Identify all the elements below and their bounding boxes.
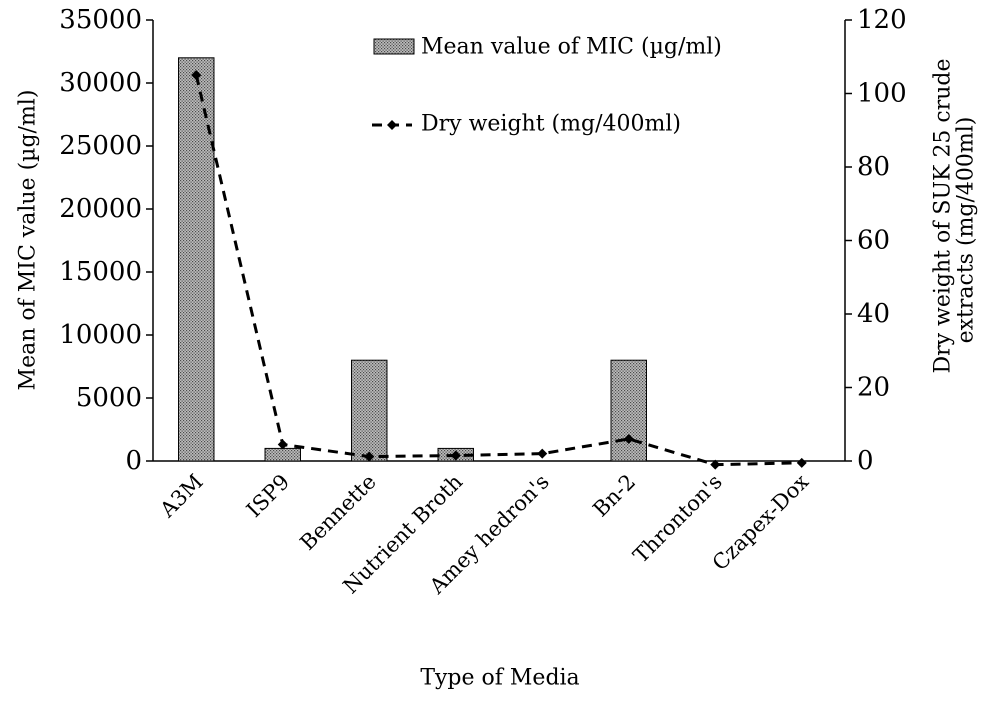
right-axis-title-line2: extracts (mg/400ml): [954, 117, 979, 344]
dry-weight-point-2: [364, 451, 375, 462]
left-tick-label: 20000: [59, 194, 142, 224]
legend-bar-swatch: [373, 38, 415, 55]
right-y-ticks: 0 20 40 60 80 100 120: [845, 5, 907, 476]
left-tick-label: 25000: [59, 131, 142, 161]
dry-weight-point-1: [277, 439, 288, 450]
left-tick-label: 10000: [59, 320, 142, 350]
right-axis-title-line1: Dry weight of SUK 25 crude: [931, 58, 956, 373]
dry-weight-series: [191, 70, 807, 470]
left-tick-label: 35000: [59, 5, 142, 35]
right-tick-label: 120: [857, 5, 907, 35]
dry-weight-line: [194, 74, 802, 467]
mic-bar-2: [351, 359, 388, 462]
right-tick-label: 40: [857, 299, 890, 329]
legend-dry-weight-label: Dry weight (mg/400ml): [421, 112, 681, 137]
legend: Mean value of MIC (µg/ml) Dry weight (mg…: [372, 35, 722, 137]
left-tick-label: 30000: [59, 68, 142, 98]
right-tick-label: 0: [857, 446, 874, 476]
legend-mic-label: Mean value of MIC (µg/ml): [421, 35, 722, 60]
dry-weight-point-5: [623, 433, 634, 444]
right-tick-label: 20: [857, 373, 890, 403]
mic-bar-5: [610, 359, 647, 462]
dry-weight-point-7: [796, 457, 807, 468]
mic-bar-0: [178, 57, 215, 462]
right-tick-label: 80: [857, 152, 890, 182]
left-y-ticks: 0 5000 10000 15000 20000 25000 30000 35000: [59, 5, 153, 476]
dry-weight-point-6: [710, 459, 721, 470]
legend-diamond-marker: [387, 120, 397, 130]
category-label: ISP9: [242, 470, 294, 522]
right-tick-label: 60: [857, 226, 890, 256]
dry-weight-point-3: [450, 450, 461, 461]
right-tick-label: 100: [857, 79, 907, 109]
category-label: Bn-2: [588, 470, 640, 522]
x-axis-title: Type of Media: [420, 666, 579, 691]
category-label: A3M: [155, 470, 208, 523]
category-label: Bennette: [295, 470, 380, 555]
left-tick-label: 15000: [59, 257, 142, 287]
dry-weight-point-4: [537, 448, 548, 459]
left-tick-label: 5000: [76, 383, 142, 413]
dry-weight-point-0: [191, 70, 202, 81]
mic-bar-1: [264, 447, 301, 462]
left-axis-title: Mean of MIC value (µg/ml): [16, 90, 41, 391]
left-tick-label: 0: [125, 446, 142, 476]
